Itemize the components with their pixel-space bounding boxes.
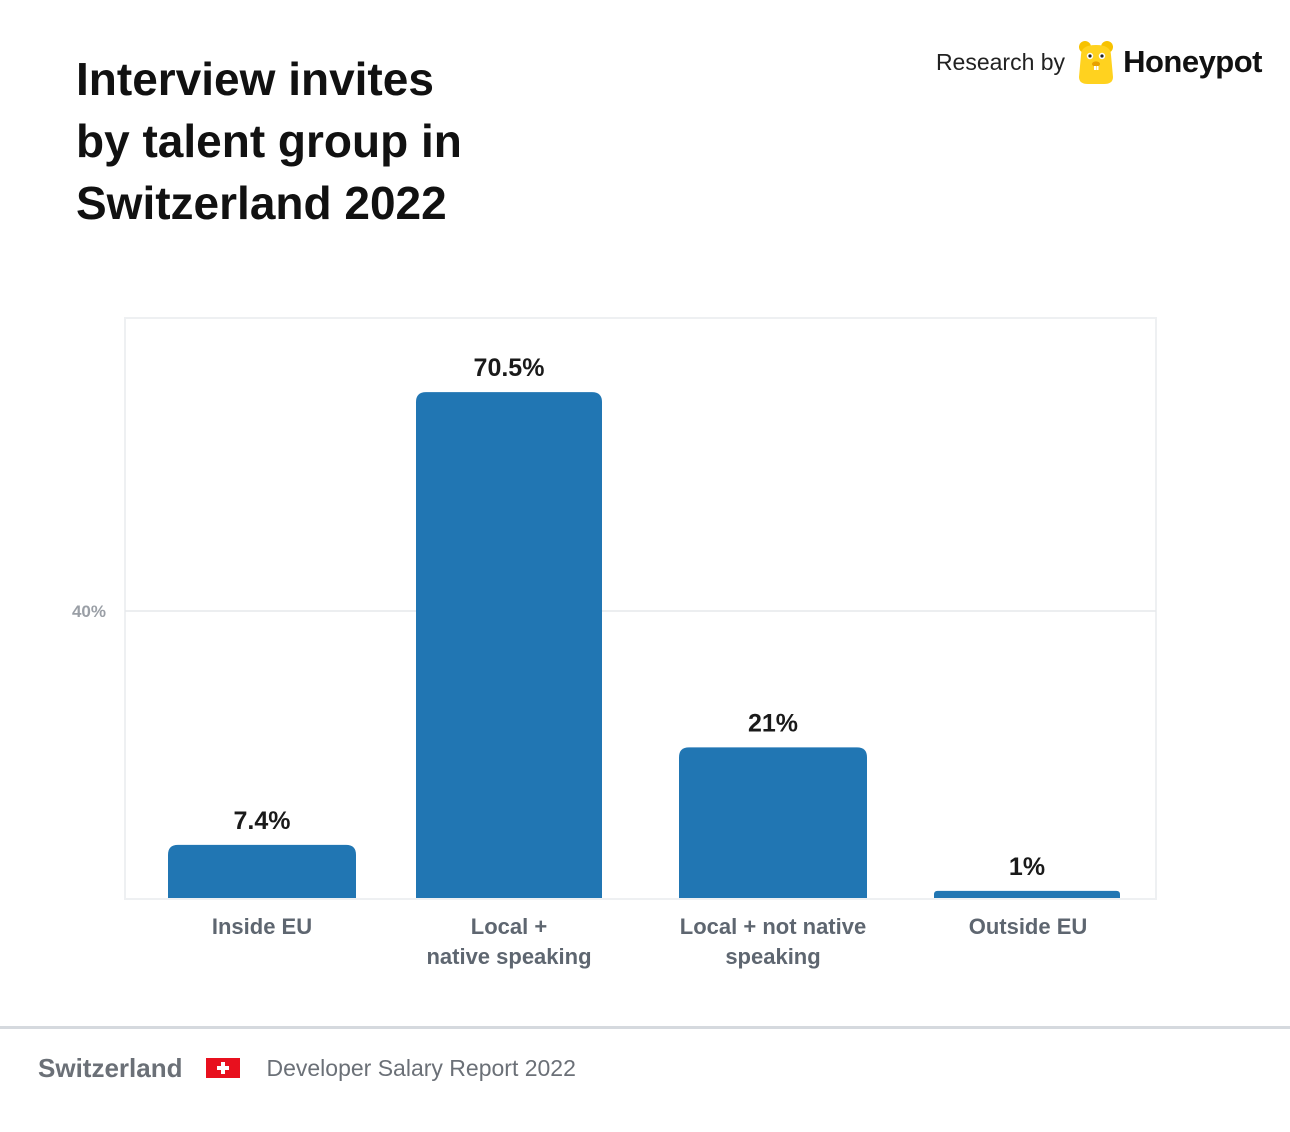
title-line-3: Switzerland 2022 (76, 177, 447, 229)
brand-name: Honeypot (1123, 44, 1262, 79)
category-label-local-native: Local + native speaking (426, 914, 592, 969)
value-labels: 7.4% 70.5% 21% 1% (234, 354, 1046, 881)
gridlines: 40% (72, 602, 1156, 621)
brand-prefix: Research by (935, 48, 1066, 75)
category-label-local-not-native: Local + not native speaking (679, 914, 867, 969)
bar-0 (168, 844, 356, 898)
value-label-3: 1% (1009, 853, 1045, 881)
plot-frame (124, 317, 1157, 900)
value-label-2: 21% (748, 709, 798, 737)
chart-svg: 40% 7.4% 70.5% 21% 1% (72, 317, 1157, 900)
value-label-0: 7.4% (234, 807, 291, 835)
category-label-inside-eu: Inside EU (211, 914, 313, 939)
bar-1 (416, 392, 602, 898)
bar-chart: 40% 7.4% 70.5% 21% 1% (72, 317, 1157, 900)
bar-3 (934, 890, 1120, 898)
value-label-1: 70.5% (474, 354, 545, 382)
category-label-outside-eu: Outside EU (968, 914, 1088, 939)
title-line-2: by talent group in (76, 115, 462, 167)
chart-title: Interview invites by talent group in Swi… (76, 48, 536, 234)
footer-divider (0, 1026, 1290, 1029)
swiss-flag-icon (206, 1058, 241, 1078)
footer-report-title: Developer Salary Report 2022 (266, 1054, 576, 1081)
brand: Research by Honeypot (936, 36, 1262, 88)
y-tick-label: 40% (72, 602, 106, 621)
title-line-1: Interview invites (76, 53, 434, 105)
footer-country: Switzerland (38, 1052, 183, 1083)
footer: Switzerland Developer Salary Report 2022 (38, 1048, 576, 1088)
honeypot-bear-icon (1079, 41, 1114, 84)
bars (168, 392, 1120, 898)
bar-2 (679, 747, 867, 898)
